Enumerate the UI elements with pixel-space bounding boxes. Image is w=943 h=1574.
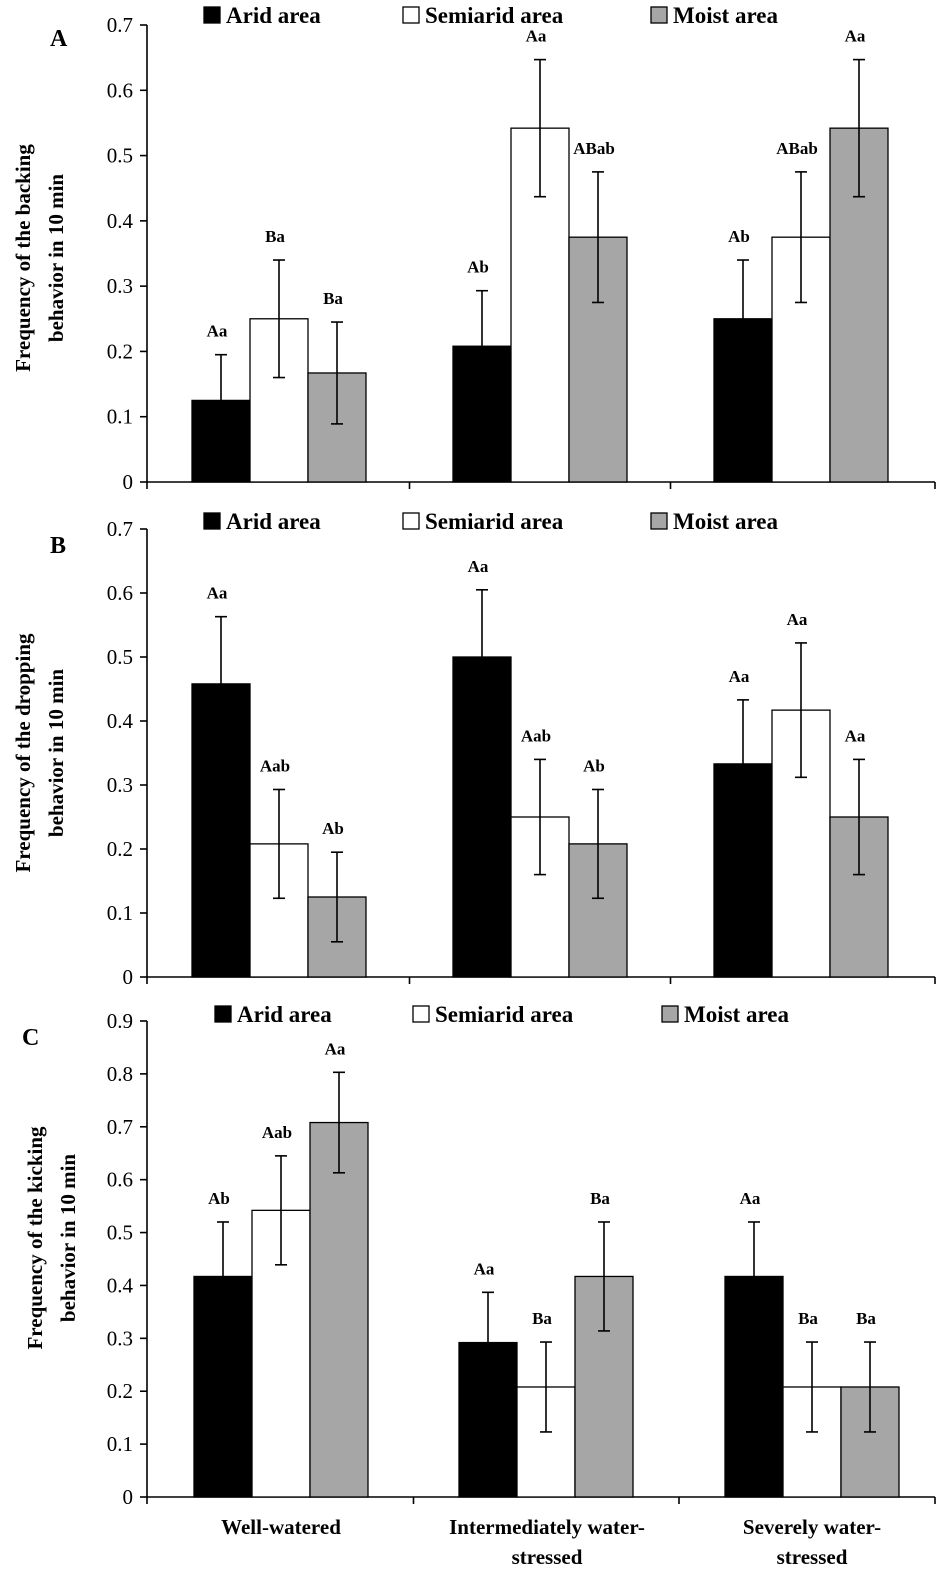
panel-b-bar-label-arid-intermediate: Aa — [468, 557, 489, 576]
panel-c-bar-label-semiarid-severe: Ba — [798, 1309, 818, 1328]
panel-b-bar-label-semiarid-intermediate: Aab — [521, 726, 551, 745]
panel-c-legend-swatch-arid — [214, 1005, 232, 1023]
panel-a-bar-label-semiarid-severe: ABab — [776, 139, 818, 158]
panel-c-bar-label-moist-intermediate: Ba — [590, 1189, 610, 1208]
panel-b-ylabel-line1: Frequency of the dropping — [11, 633, 35, 872]
panel-letter-b: B — [50, 533, 66, 559]
panel-c-ylabel-line2: behavior in 10 min — [56, 1154, 80, 1323]
panel-b-ytick-label: 0.5 — [107, 645, 133, 669]
panel-b-ytick-label: 0.7 — [107, 517, 133, 541]
panel-a-ylabel-line1: Frequency of the backing — [11, 144, 35, 372]
panel-b-bar-label-semiarid-well-watered: Aab — [260, 756, 290, 775]
panel-c-legend-swatch-moist — [661, 1005, 679, 1023]
panel-a-bar-label-moist-well-watered: Ba — [323, 289, 343, 308]
panel-a-legend-label-semiarid: Semiarid area — [425, 3, 564, 28]
panel-a-bar-label-arid-intermediate: Ab — [467, 258, 489, 277]
panel-c-legend-swatch-semiarid — [412, 1005, 430, 1023]
panel-b-ytick-label: 0.2 — [107, 837, 133, 861]
panel-b-legend-label-arid: Arid area — [226, 509, 321, 534]
panel-c-ylabel-line1: Frequency of the kicking — [23, 1126, 47, 1350]
panel-a-ytick-label: 0.5 — [107, 144, 133, 168]
panel-b-ylabel: Frequency of the dropping behavior in 10… — [11, 633, 68, 872]
panel-c-bar-label-semiarid-well-watered: Aab — [262, 1123, 292, 1142]
panel-c-plot: 0 0.1 0.2 0.3 0.4 0.5 0.6 0.7 0.8 0.9 Ab Aab Aa Aa Ba B… — [107, 1002, 936, 1509]
panel-a-ytick-label: 0.6 — [107, 78, 133, 102]
panel-b-legend-label-moist: Moist area — [673, 509, 778, 534]
panel-a-ytick-label: 0.3 — [107, 274, 133, 298]
panel-letter-a: A — [50, 26, 68, 52]
panel-a-ylabel: Frequency of the backing behavior in 10 … — [11, 144, 68, 372]
panel-c-legend-label-moist: Moist area — [684, 1002, 789, 1027]
panel-c-ytick-label: 0 — [123, 1485, 134, 1509]
panel-b-bar-label-moist-well-watered: Ab — [322, 819, 344, 838]
panel-c-bar-label-arid-well-watered: Ab — [208, 1189, 230, 1208]
panel-b-bar-label-arid-severe: Aa — [729, 667, 750, 686]
panel-b-ytick-label: 0 — [123, 965, 134, 989]
panel-c-ytick-label: 0.1 — [107, 1432, 133, 1456]
panel-a-legend-swatch-semiarid — [402, 6, 420, 24]
panel-a-bar-label-arid-severe: Ab — [728, 227, 750, 246]
category-label-severe-line1: Severely water- — [743, 1515, 881, 1539]
panel-a-legend-swatch-moist — [650, 6, 668, 24]
category-axis-labels: Well-watered Intermediately water- stres… — [221, 1515, 881, 1569]
panel-c-bar-label-moist-severe: Ba — [856, 1309, 876, 1328]
panel-b-ylabel-line2: behavior in 10 min — [44, 669, 68, 838]
category-label-well-watered: Well-watered — [221, 1515, 341, 1539]
panel-c-ylabel: Frequency of the kicking behavior in 10 … — [23, 1126, 80, 1350]
panel-c-ytick-label: 0.8 — [107, 1062, 133, 1086]
panel-c-ytick-label: 0.9 — [107, 1009, 133, 1033]
panel-a-bar-label-moist-severe: Aa — [845, 27, 866, 46]
panel-c-legend-label-arid: Arid area — [237, 1002, 332, 1027]
panel-b-ytick-label: 0.3 — [107, 773, 133, 797]
panel-a-legend-label-arid: Arid area — [226, 3, 321, 28]
panel-b-bar-label-moist-severe: Aa — [845, 726, 866, 745]
panel-letter-c: C — [22, 1025, 39, 1051]
panel-b-bar-label-arid-well-watered: Aa — [207, 584, 228, 603]
panel-a-ytick-label: 0.7 — [107, 13, 133, 37]
panel-b-legend-label-semiarid: Semiarid area — [425, 509, 564, 534]
panel-b-bar-label-semiarid-severe: Aa — [787, 610, 808, 629]
category-label-intermediate-line1: Intermediately water- — [449, 1515, 645, 1539]
panel-a-legend-swatch-arid — [203, 6, 221, 24]
panel-c-bar-label-moist-well-watered: Aa — [325, 1039, 346, 1058]
panel-c-ytick-label: 0.2 — [107, 1379, 133, 1403]
panel-a-bar-label-moist-intermediate: ABab — [573, 139, 615, 158]
panel-a-bar-label-arid-well-watered: Aa — [207, 322, 228, 341]
panel-a-bar-label-semiarid-well-watered: Ba — [265, 227, 285, 246]
panel-a-ytick-label: 0 — [123, 470, 134, 494]
panel-b-ytick-label: 0.4 — [107, 709, 134, 733]
panel-b-ytick-label: 0.1 — [107, 901, 133, 925]
panel-a-ylabel-line2: behavior in 10 min — [44, 174, 68, 343]
panel-c-bar-moist-well-watered — [309, 1121, 369, 1498]
panel-a: A Frequency of the backing behavior in 1… — [11, 3, 936, 494]
panel-c-bar-label-arid-intermediate: Aa — [474, 1259, 495, 1278]
panel-a-ytick-label: 0.4 — [107, 209, 134, 233]
panel-b-bar-label-moist-intermediate: Ab — [583, 756, 605, 775]
panel-a-bar-label-semiarid-intermediate: Aa — [526, 27, 547, 46]
panel-c-legend-label-semiarid: Semiarid area — [435, 1002, 574, 1027]
panel-b-ytick-label: 0.6 — [107, 581, 133, 605]
panel-c-bar-label-arid-severe: Aa — [740, 1189, 761, 1208]
panel-c-ytick-label: 0.5 — [107, 1221, 133, 1245]
panel-c-ytick-label: 0.6 — [107, 1168, 133, 1192]
panel-a-legend-label-moist: Moist area — [673, 3, 778, 28]
category-label-intermediate-line2: stressed — [512, 1545, 583, 1569]
panel-a-plot: 0 0.1 0.2 0.3 0.4 0.5 0.6 0.7 Aa Ba Ba Ab Aa ABab Ab AB… — [107, 3, 936, 494]
panel-b-legend-swatch-semiarid — [402, 512, 420, 530]
panel-c-ytick-label: 0.4 — [107, 1273, 134, 1297]
panel-c-bar-label-semiarid-intermediate: Ba — [532, 1309, 552, 1328]
panel-c: C Frequency of the kicking behavior in 1… — [22, 1002, 936, 1569]
panel-a-ytick-label: 0.1 — [107, 405, 133, 429]
panel-a-ytick-label: 0.2 — [107, 339, 133, 363]
panel-c-ytick-label: 0.7 — [107, 1115, 133, 1139]
panel-c-ytick-label: 0.3 — [107, 1326, 133, 1350]
panel-b-legend-swatch-arid — [203, 512, 221, 530]
panel-b-plot: 0 0.1 0.2 0.3 0.4 0.5 0.6 0.7 Aa Aab Ab Aa Aab Ab Aa Aa… — [107, 509, 936, 989]
category-label-severe-line2: stressed — [777, 1545, 848, 1569]
panel-b: B Frequency of the dropping behavior in … — [11, 509, 936, 989]
panel-b-legend-swatch-moist — [650, 512, 668, 530]
